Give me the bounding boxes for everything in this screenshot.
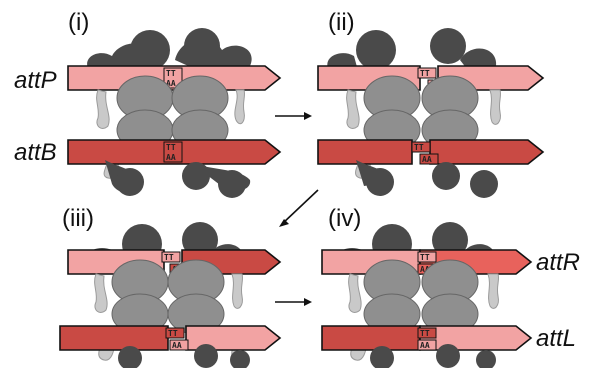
attP-aa: AA bbox=[166, 79, 176, 88]
iv-bot-aa: AA bbox=[420, 341, 430, 350]
panel-iv: (iv) attR attL TT AA bbox=[321, 205, 580, 368]
tt-box bbox=[417, 327, 437, 339]
core-protein bbox=[111, 259, 225, 335]
arrow-ii-iii bbox=[279, 189, 319, 227]
iv-top-tt: TT bbox=[420, 253, 430, 262]
aa-box bbox=[169, 339, 189, 351]
tt-box bbox=[165, 327, 185, 339]
attL-label: attL bbox=[536, 325, 576, 352]
attL-right-dna bbox=[419, 325, 533, 351]
panel-iii: (iii) TT AA TT bbox=[59, 205, 282, 368]
tt-box bbox=[417, 251, 437, 263]
iii-bot-tt: TT bbox=[168, 329, 178, 338]
core-protein bbox=[363, 75, 479, 151]
aa-box bbox=[419, 153, 439, 165]
panel-ii-label: (ii) bbox=[328, 9, 355, 36]
protein-knobs-bottom bbox=[356, 160, 498, 198]
core-protein bbox=[116, 75, 229, 151]
attB-left-dna bbox=[317, 139, 413, 165]
ii-bot-tt: TT bbox=[414, 143, 424, 152]
iii-bot-left-dna bbox=[59, 325, 169, 351]
attL-dna bbox=[321, 325, 421, 351]
panel-ii: (ii) TT AA TT AA bbox=[317, 9, 545, 198]
ii-bot-aa: AA bbox=[422, 155, 432, 164]
iv-top-aa: AA bbox=[420, 265, 430, 274]
attB-tt-box bbox=[163, 141, 183, 163]
protein-knobs-bottom bbox=[118, 344, 250, 368]
tt-box bbox=[417, 67, 437, 79]
iv-bot-tt: TT bbox=[420, 329, 430, 338]
panel-i-label: (i) bbox=[68, 9, 89, 36]
panel-iv-label: (iv) bbox=[328, 205, 361, 232]
protein-knobs-bottom bbox=[370, 344, 496, 368]
core-protein bbox=[363, 259, 479, 335]
panel-iii-label: (iii) bbox=[62, 205, 94, 232]
aa-box bbox=[417, 339, 437, 351]
arrow-iii-iv bbox=[275, 298, 312, 306]
attB-right-dna bbox=[429, 139, 545, 165]
attP-label: attP bbox=[14, 67, 57, 94]
ii-top-tt: TT bbox=[420, 69, 430, 78]
attB-aa: AA bbox=[166, 153, 176, 162]
panel-i: (i) attP attB TT AA TT bbox=[14, 9, 282, 198]
iii-bot-aa: AA bbox=[172, 341, 182, 350]
attP-tt-box bbox=[163, 67, 183, 89]
protein-knobs-bottom bbox=[105, 160, 251, 198]
tt-box bbox=[411, 141, 431, 153]
iii-top-tt: TT bbox=[164, 253, 174, 262]
tt-box bbox=[161, 251, 181, 263]
attB-label: attB bbox=[14, 139, 57, 166]
attP-tt: TT bbox=[166, 69, 176, 78]
arrow-i-ii bbox=[275, 112, 312, 120]
attR-label: attR bbox=[536, 249, 580, 276]
attB-tt: TT bbox=[166, 143, 176, 152]
